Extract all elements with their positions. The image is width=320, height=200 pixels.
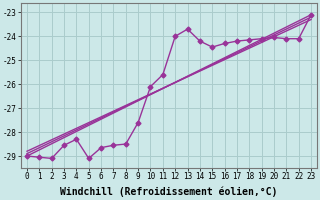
X-axis label: Windchill (Refroidissement éolien,°C): Windchill (Refroidissement éolien,°C) — [60, 187, 278, 197]
